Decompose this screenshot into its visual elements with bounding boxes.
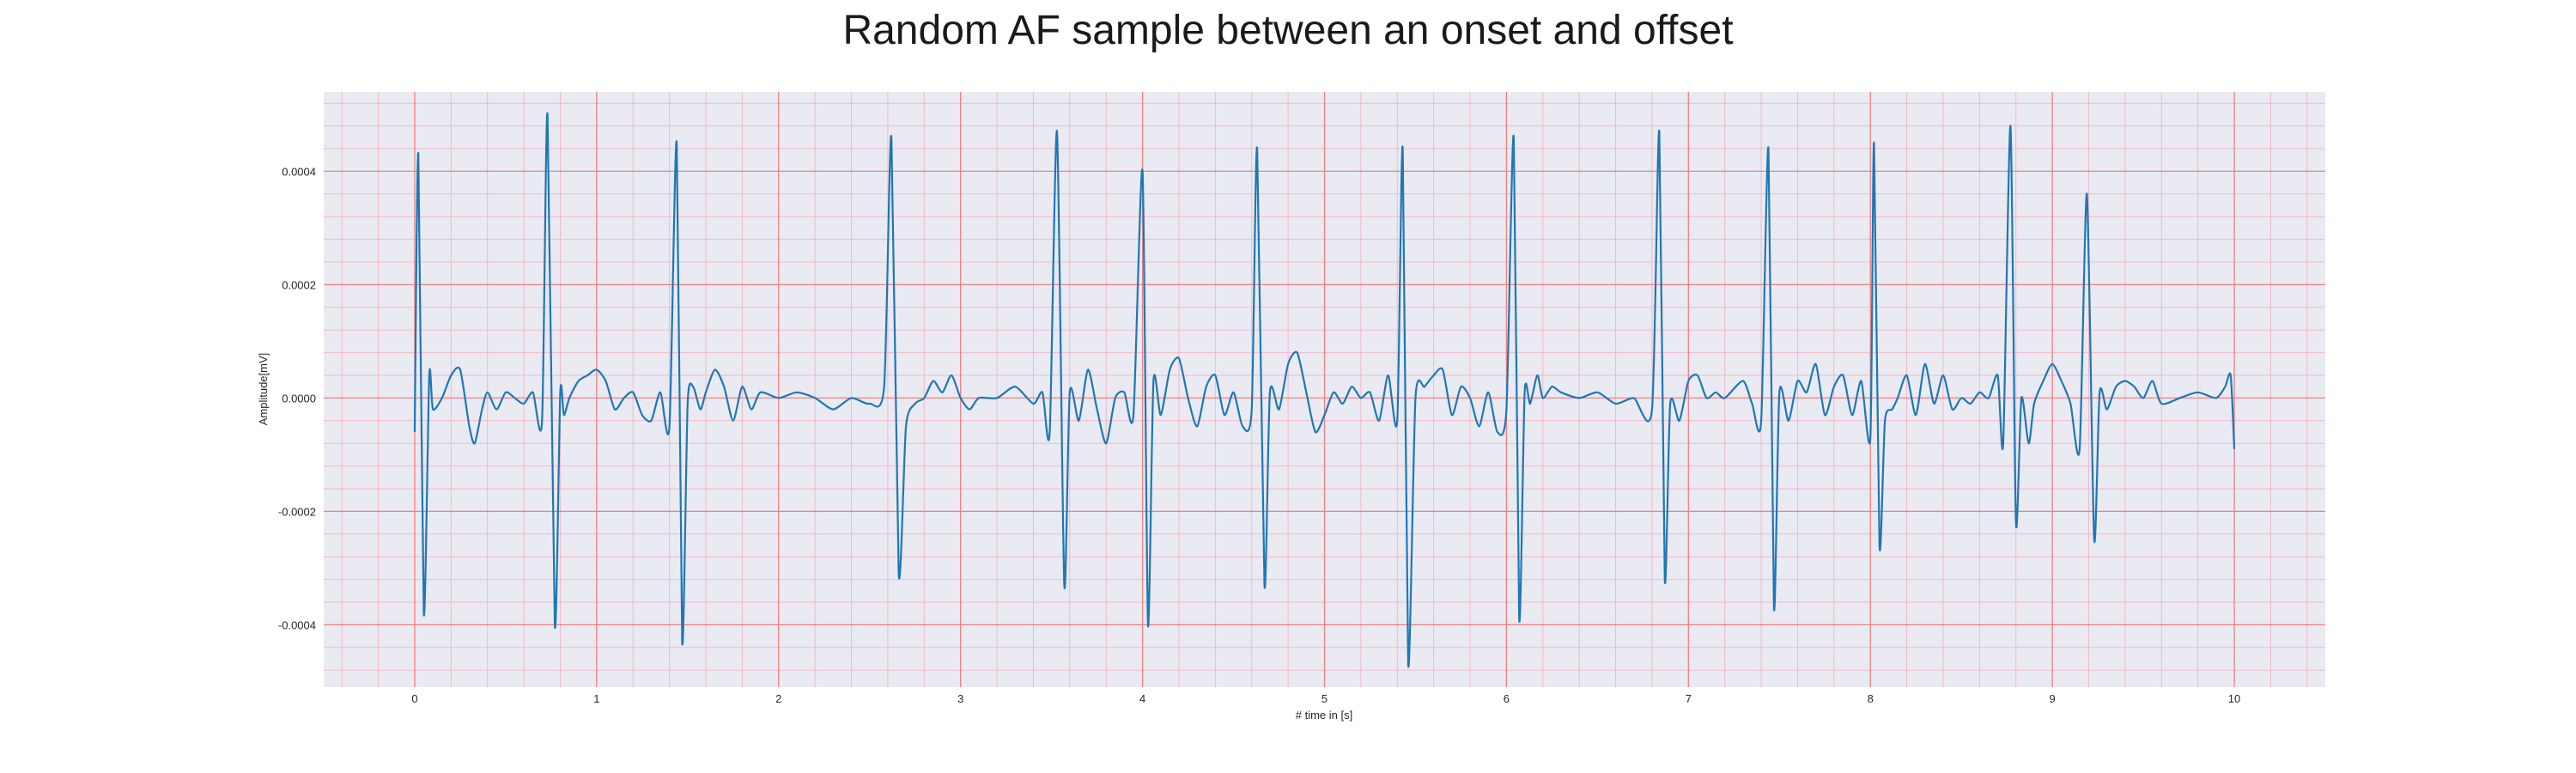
x-tick-label: 1 — [593, 692, 599, 705]
y-tick-label: -0.0004 — [278, 618, 316, 631]
series-line — [413, 112, 2236, 668]
x-tick-label: 4 — [1139, 692, 1145, 705]
x-tick-label: 7 — [1686, 692, 1692, 705]
y-tick-label: 0.0002 — [282, 278, 316, 291]
x-tick-labels: 0 1 2 3 4 5 6 7 8 9 10 — [411, 692, 2240, 705]
y-tick-label: 0.0004 — [282, 165, 316, 178]
x-tick-label: 8 — [1868, 692, 1874, 705]
x-tick-label: 3 — [957, 692, 963, 705]
x-tick-label: 5 — [1321, 692, 1327, 705]
y-axis-label: Amplitude[mV] — [257, 353, 270, 426]
x-tick-label: 6 — [1504, 692, 1510, 705]
x-tick-label: 2 — [775, 692, 781, 705]
y-tick-label: -0.0002 — [278, 505, 316, 518]
y-tick-labels: -0.0004 -0.0002 0.0000 0.0002 0.0004 — [278, 165, 316, 631]
chart-title: Random AF sample between an onset and of… — [842, 8, 1734, 53]
x-axis-label: # time in [s] — [1296, 709, 1352, 721]
x-tick-label: 0 — [411, 692, 417, 705]
y-tick-label: 0.0000 — [282, 392, 316, 405]
x-tick-label: 9 — [2050, 692, 2056, 705]
x-tick-label: 10 — [2228, 692, 2240, 705]
